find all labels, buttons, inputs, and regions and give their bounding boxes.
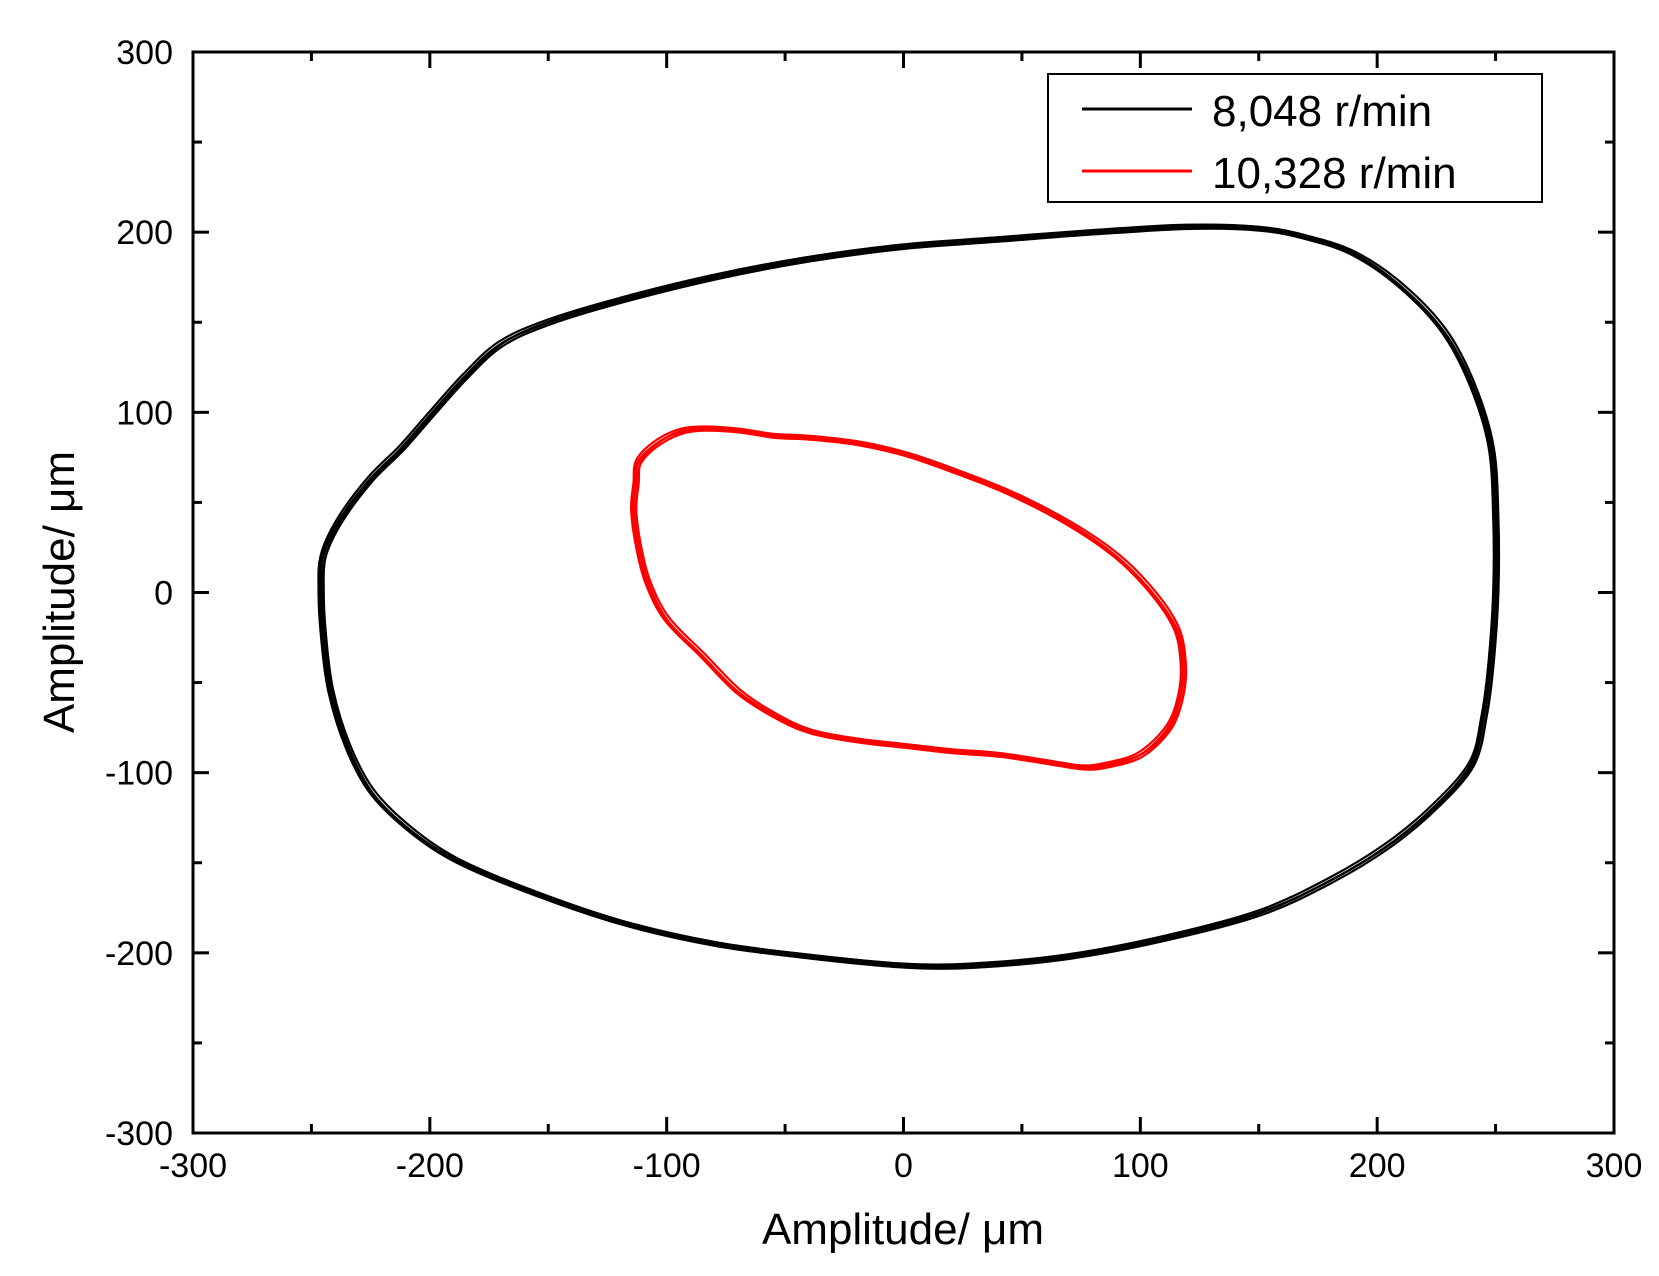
series-0-trace-2: [317, 223, 1495, 966]
legend: 8,048 r/min 10,328 r/min: [1047, 73, 1543, 203]
legend-box: [1047, 73, 1543, 203]
series-0: [317, 223, 1501, 970]
x-tick-label: -200: [396, 1147, 464, 1185]
y-tick-label: 100: [116, 394, 173, 432]
y-tick-label: -100: [105, 755, 173, 793]
series-0-trace-4: [318, 226, 1496, 969]
series-layer: [317, 223, 1501, 970]
y-tick-label: -200: [105, 935, 173, 973]
x-axis-label: Amplitude/ μm: [762, 1205, 1044, 1254]
series-1-trace-1: [635, 425, 1188, 768]
x-tick-label: 200: [1349, 1147, 1406, 1185]
legend-label-8048: 8,048 r/min: [1212, 87, 1432, 136]
series-1-trace-2: [629, 425, 1182, 767]
y-axis-label: Amplitude/ μm: [35, 451, 84, 733]
ticks-layer: [191, 50, 1616, 1135]
series-1-trace-0: [632, 427, 1185, 769]
y-tick-label: 300: [116, 34, 173, 72]
x-tick-label: -100: [633, 1147, 701, 1185]
legend-label-10328: 10,328 r/min: [1212, 149, 1457, 198]
y-tick-label: 200: [116, 214, 173, 252]
series-0-trace-0: [319, 225, 1498, 968]
series-1-trace-3: [634, 429, 1187, 771]
x-tick-label: 100: [1112, 1147, 1169, 1185]
series-1-trace-4: [630, 428, 1183, 770]
y-tick-label: 0: [154, 575, 173, 613]
series-1: [629, 425, 1188, 771]
x-tick-label: 0: [894, 1147, 913, 1185]
series-0-trace-1: [322, 223, 1501, 967]
plot-frame: [191, 50, 1616, 1135]
x-tick-label: 300: [1586, 1147, 1643, 1185]
y-tick-label: -300: [105, 1115, 173, 1153]
series-0-trace-3: [321, 227, 1500, 970]
ticklabel-layer: -300 -200 -100 0 100 200 300 -300 -200 -100 0 100 20…: [105, 34, 1642, 1185]
x-tick-label: -300: [159, 1147, 227, 1185]
